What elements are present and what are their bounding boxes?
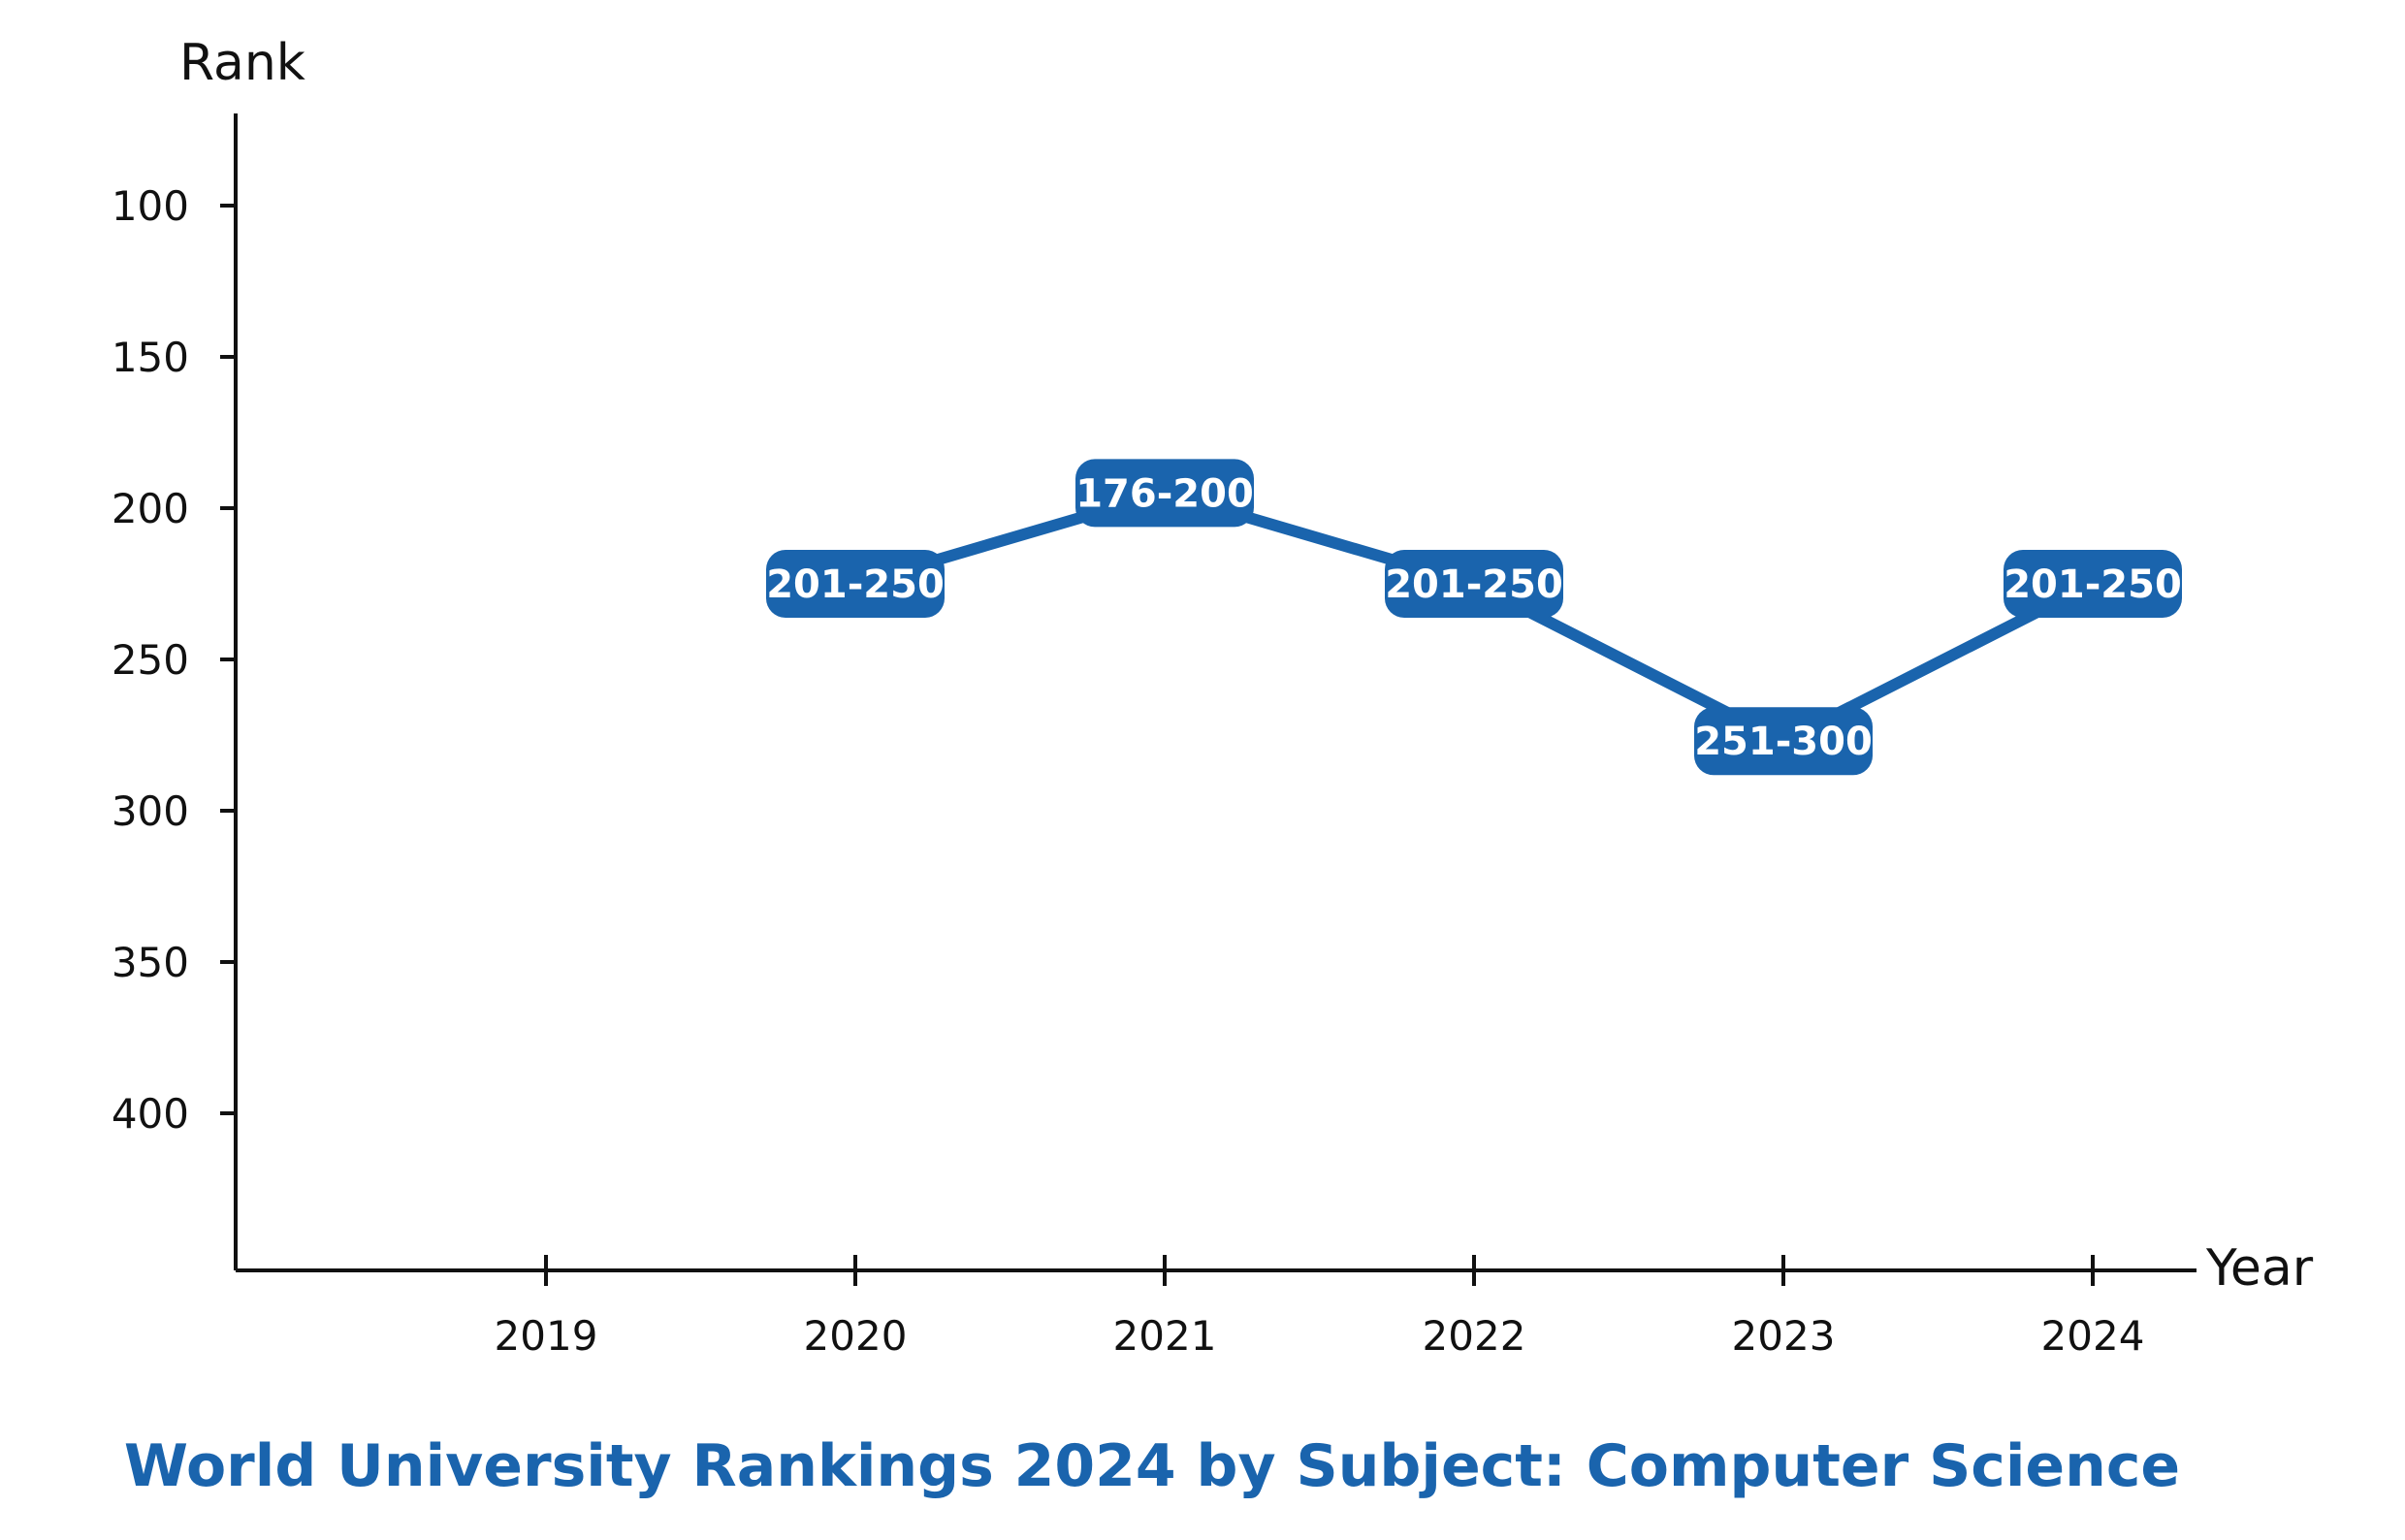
data-label-box: [1694, 707, 1873, 776]
axes: [234, 113, 2197, 1272]
x-tick-label: 2021: [1113, 1312, 1217, 1360]
data-label: 201-250: [2004, 550, 2182, 618]
x-tick-label: 2024: [2041, 1312, 2145, 1360]
data-label-box: [1075, 459, 1254, 528]
data-label: 201-250: [1385, 550, 1563, 618]
chart-title: World University Rankings 2024 by Subjec…: [124, 1432, 2180, 1500]
data-label-text: 251-300: [1694, 720, 1873, 764]
y-tick-label: 400: [112, 1090, 189, 1138]
data-label: 176-200: [1075, 459, 1254, 528]
y-ticks: 100 150 200 250 300 350 400: [112, 182, 238, 1138]
y-tick-label: 300: [112, 787, 189, 835]
data-label-box: [766, 550, 945, 618]
data-label-box: [1385, 550, 1563, 618]
y-tick-label: 150: [112, 334, 189, 381]
data-labels-layer: 201-250 176-200 201-250 251-300 201-250: [766, 459, 2182, 776]
x-tick-label: 2019: [495, 1312, 598, 1360]
data-label: 201-250: [766, 550, 945, 618]
x-ticks: 2019 2020 2021 2022 2023 2024: [495, 1255, 2145, 1360]
data-label: 251-300: [1694, 707, 1873, 776]
y-tick-label: 250: [112, 636, 189, 684]
x-tick-label: 2023: [1732, 1312, 1836, 1360]
y-axis-title: Rank: [179, 34, 305, 92]
y-tick-label: 350: [112, 939, 189, 986]
x-axis-title: Year: [2205, 1239, 2314, 1298]
x-tick-label: 2020: [804, 1312, 908, 1360]
data-label-text: 201-250: [766, 562, 945, 607]
data-label-text: 176-200: [1075, 471, 1254, 516]
data-label-text: 201-250: [1385, 562, 1563, 607]
data-label-box: [2004, 550, 2182, 618]
y-tick-label: 200: [112, 485, 189, 532]
x-tick-label: 2022: [1423, 1312, 1526, 1360]
y-tick-label: 100: [112, 182, 189, 230]
data-label-text: 201-250: [2004, 562, 2182, 607]
